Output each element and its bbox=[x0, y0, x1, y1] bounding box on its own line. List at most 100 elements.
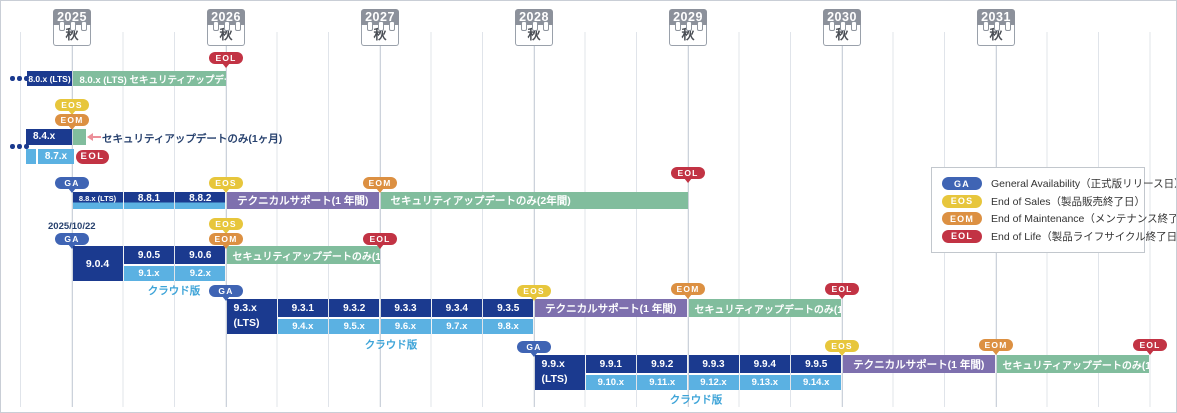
security-update-bar-8-4 bbox=[72, 129, 86, 145]
version-cell-9-3-lts: 9.3.x (LTS) bbox=[226, 299, 277, 334]
eos-badge: EOS bbox=[825, 340, 859, 352]
version-label: 8.8.x (LTS) bbox=[78, 194, 117, 203]
release-date-label: 2025/10/22 bbox=[48, 221, 96, 232]
cloud-version-cell-9-2: 9.2.x bbox=[175, 265, 226, 281]
year-gridline bbox=[534, 32, 535, 407]
cloud-version-cell-9-1: 9.1.x bbox=[124, 265, 174, 281]
eom-badge: EOM bbox=[671, 283, 705, 295]
eos-badge: EOS bbox=[209, 177, 243, 189]
eos-badge: EOS bbox=[517, 285, 551, 297]
cloud-version-cell: 9.13.x bbox=[739, 374, 790, 390]
year-gridline bbox=[842, 32, 843, 407]
cloud-version-cell: 9.4.x bbox=[277, 318, 328, 334]
calendar-icon: 2025 秋 bbox=[53, 9, 91, 47]
legend-label: General Availability（正式版リリース日） bbox=[991, 178, 1177, 190]
legend-label: End of Maintenance（メンテナンス終了日） bbox=[991, 213, 1176, 226]
eol-badge: EOL bbox=[671, 167, 705, 179]
calendar-icon: 2026 秋 bbox=[207, 9, 245, 47]
eom-badge: EOM bbox=[942, 212, 982, 226]
cloud-version-cell: 9.10.x bbox=[585, 374, 636, 390]
eom-badge: EOM bbox=[363, 177, 397, 189]
annotation-arrow-icon bbox=[87, 132, 93, 141]
ga-badge: GA bbox=[942, 177, 982, 190]
eom-badge: EOM bbox=[209, 233, 243, 245]
security-update-bar-9-9: セキュリティアップデートのみ(1 年間) bbox=[996, 355, 1149, 373]
version-cell-9-9-lts: 9.9.x (LTS) bbox=[534, 355, 585, 390]
cloud-version-label: クラウド版 bbox=[669, 394, 723, 406]
legend-label: End of Sales（製品販売終了日） bbox=[991, 195, 1146, 208]
eol-badge: EOL bbox=[942, 229, 982, 243]
legend-item-eom: EOM End of Maintenance（メンテナンス終了日） bbox=[942, 211, 1176, 226]
version-cell: 9.9.3 bbox=[688, 355, 739, 373]
cloud-version-cell: 9.5.x bbox=[329, 318, 380, 334]
version-cell: 9.3.3 bbox=[380, 299, 431, 317]
ga-badge: GA bbox=[517, 341, 551, 353]
version-cell: 9.9.5 bbox=[791, 355, 842, 373]
cloud-version-label: クラウド版 bbox=[147, 285, 201, 297]
security-update-bar-8-0: 8.0.x (LTS) セキュリティアップデートのみ bbox=[72, 71, 226, 86]
cloud-version-cell: 9.11.x bbox=[637, 374, 688, 390]
version-cell: 9.9.4 bbox=[739, 355, 790, 373]
calendar-icon: 2027 秋 bbox=[361, 9, 399, 47]
eom-badge: EOM bbox=[55, 114, 89, 126]
calendar-icon: 2029 秋 bbox=[669, 9, 707, 47]
legend-label: End of Life（製品ライフサイクル終了日） bbox=[991, 230, 1177, 243]
year-gridline bbox=[688, 32, 689, 407]
version-cell-9-0-5: 9.0.5 bbox=[124, 246, 174, 264]
version-cell-8-8-2: 8.8.2 bbox=[175, 192, 226, 209]
cloud-version-cell: 9.12.x bbox=[688, 374, 739, 390]
eom-badge: EOM bbox=[979, 339, 1013, 351]
legend-item-ga: GA General Availability（正式版リリース日） bbox=[942, 176, 1176, 191]
version-label: 9.9.x bbox=[541, 358, 565, 371]
eol-badge: EOL bbox=[825, 283, 859, 295]
ga-badge: GA bbox=[55, 177, 89, 189]
continuation-dots-icon bbox=[10, 144, 29, 149]
calendar-icon: 2030 秋 bbox=[823, 9, 861, 47]
version-cell-9-0-4: 9.0.4 bbox=[72, 246, 123, 281]
eol-badge: EOL bbox=[76, 149, 109, 164]
cloud-version-label: クラウド版 bbox=[364, 339, 418, 351]
version-label: 9.3.x bbox=[233, 302, 257, 315]
cloud-version-cell: 9.6.x bbox=[380, 318, 431, 334]
version-label: 8.8.2 bbox=[189, 193, 212, 204]
annotation-arrow-line bbox=[92, 135, 101, 138]
eol-badge: EOL bbox=[209, 52, 243, 64]
eos-badge: EOS bbox=[209, 218, 243, 230]
eol-badge: EOL bbox=[1133, 339, 1167, 351]
tech-support-bar-8-8: テクニカルサポート(1 年間) bbox=[226, 192, 379, 209]
version-label: 8.8.1 bbox=[137, 193, 161, 204]
version-cell-8-8-lts: 8.8.x (LTS) bbox=[72, 192, 123, 209]
year-gridline bbox=[72, 32, 73, 407]
version-bar-8-7: 8.7.x bbox=[38, 149, 74, 164]
eos-badge: EOS bbox=[942, 194, 982, 208]
cloud-version-cell: 9.14.x bbox=[791, 374, 842, 390]
continuation-dots-icon bbox=[10, 76, 29, 81]
legend-item-eol: EOL End of Life（製品ライフサイクル終了日） bbox=[942, 229, 1176, 244]
calendar-icon: 2028 秋 bbox=[515, 9, 553, 47]
security-update-bar-8-8: セキュリティアップデートのみ(2年間) bbox=[380, 192, 688, 209]
version-cell: 9.3.4 bbox=[431, 299, 482, 317]
lts-suffix-label: (LTS) bbox=[541, 373, 568, 386]
version-bar-8-0-lts: 8.0.x (LTS) bbox=[27, 71, 72, 86]
cloud-version-cell: 9.7.x bbox=[431, 318, 482, 334]
tech-support-bar-9-9: テクニカルサポート(1 年間) bbox=[842, 355, 995, 373]
ga-badge: GA bbox=[55, 233, 89, 245]
security-update-bar-9-0: セキュリティアップデートのみ(1 年間) bbox=[226, 246, 380, 264]
year-gridline bbox=[380, 32, 381, 407]
version-bar-8-4: 8.4.x bbox=[26, 129, 72, 145]
version-cell: 9.3.2 bbox=[329, 299, 380, 317]
legend-item-eos: EOS End of Sales（製品販売終了日） bbox=[942, 194, 1145, 209]
version-cell: 9.9.1 bbox=[585, 355, 636, 373]
version-cell: 9.3.1 bbox=[277, 299, 328, 317]
version-cell: 9.3.5 bbox=[483, 299, 534, 317]
calendar-icon: 2031 秋 bbox=[977, 9, 1015, 47]
eos-badge: EOS bbox=[55, 99, 89, 111]
security-update-bar-9-3: セキュリティアップデートのみ(1 年間) bbox=[688, 299, 841, 317]
lts-suffix-label: (LTS) bbox=[233, 317, 260, 330]
version-cell-9-0-6: 9.0.6 bbox=[175, 246, 226, 264]
version-cell: 9.9.2 bbox=[637, 355, 688, 373]
ga-badge: GA bbox=[209, 285, 243, 297]
legend: GA General Availability（正式版リリース日） EOS En… bbox=[931, 167, 1176, 253]
annotation-label: セキュリティアップデートのみ(1ヶ月) bbox=[102, 132, 283, 145]
